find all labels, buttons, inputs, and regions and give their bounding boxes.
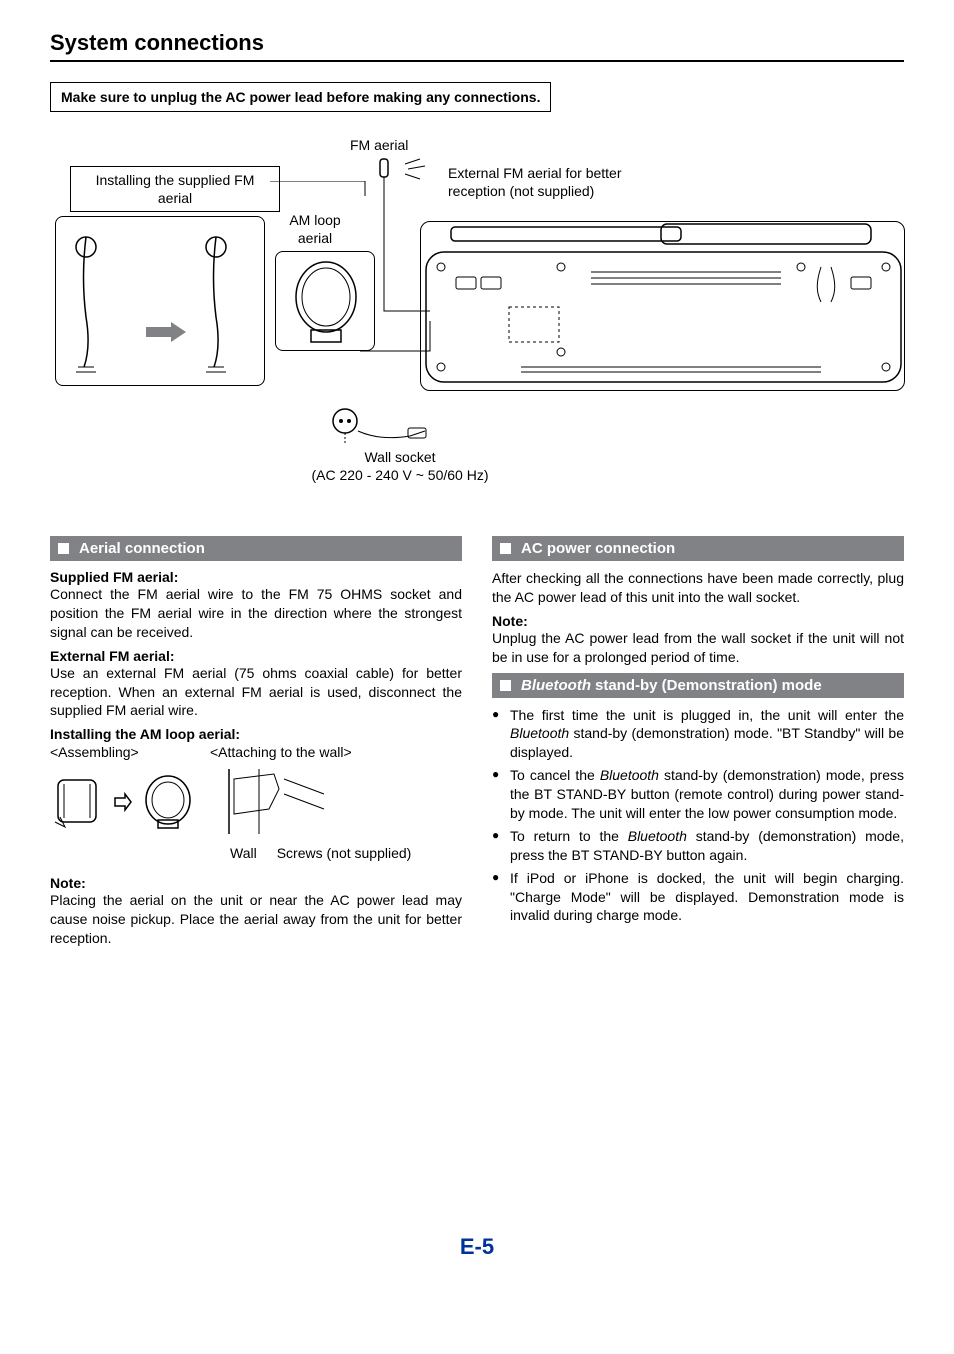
bluetooth-italic: Bluetooth — [521, 677, 591, 694]
aerial-connection-title: Aerial connection — [79, 540, 205, 557]
left-note-body: Placing the aerial on the unit or near t… — [50, 891, 462, 948]
fm-aerial-label: FM aerial — [350, 136, 408, 154]
assembling-label: <Assembling> — [50, 744, 210, 760]
ac-power-title: AC power connection — [521, 540, 675, 557]
external-fm-head: External FM aerial: — [50, 648, 462, 664]
left-column: Aerial connection Supplied FM aerial: Co… — [50, 536, 462, 954]
square-bullet-icon — [500, 543, 511, 554]
external-fm-body: Use an external FM aerial (75 ohms coaxi… — [50, 664, 462, 721]
bt-item: To cancel the Bluetooth stand-by (demons… — [492, 766, 904, 823]
fm-aerial-illustration — [55, 216, 265, 386]
square-bullet-icon — [58, 543, 69, 554]
content-columns: Aerial connection Supplied FM aerial: Co… — [50, 536, 904, 954]
wall-socket-icon — [330, 406, 450, 451]
wall-socket-label: Wall socket (AC 220 - 240 V ~ 50/60 Hz) — [300, 448, 500, 484]
external-fm-label: External FM aerial for better reception … — [448, 164, 658, 200]
wall-screws-labels: Wall Screws (not supplied) — [230, 845, 462, 861]
arrow-icon — [113, 792, 133, 812]
assembly-labels: <Assembling> <Attaching to the wall> — [50, 744, 462, 760]
bluetooth-rest: stand-by (Demonstration) mode — [595, 677, 822, 694]
right-column: AC power connection After checking all t… — [492, 536, 904, 954]
wall-label: Wall — [230, 845, 257, 861]
attaching-label: <Attaching to the wall> — [210, 744, 352, 760]
page-number: E-5 — [50, 1234, 904, 1260]
bt-item: To return to the Bluetooth stand-by (dem… — [492, 827, 904, 865]
ac-power-header: AC power connection — [492, 536, 904, 561]
ac-body: After checking all the connections have … — [492, 569, 904, 607]
connection-diagram: Installing the supplied FM aerial FM aer… — [50, 136, 904, 506]
wall-socket-text: Wall socket — [364, 449, 435, 465]
bt-item: The first time the unit is plugged in, t… — [492, 706, 904, 763]
assembly-illustrations — [50, 764, 462, 839]
am-loop-assemble-1 — [50, 772, 105, 832]
bluetooth-list: The first time the unit is plugged in, t… — [492, 706, 904, 926]
ac-note-head: Note: — [492, 613, 904, 629]
screws-label: Screws (not supplied) — [277, 845, 412, 861]
device-rear-panel — [420, 221, 905, 391]
left-note-head: Note: — [50, 875, 462, 891]
bluetooth-header: Bluetooth stand-by (Demonstration) mode — [492, 673, 904, 698]
installing-fm-label: Installing the supplied FM aerial — [70, 166, 280, 212]
am-loop-assemble-2 — [141, 772, 196, 832]
wall-socket-spec: (AC 220 - 240 V ~ 50/60 Hz) — [311, 467, 488, 483]
ac-note-body: Unplug the AC power lead from the wall s… — [492, 629, 904, 667]
bt-item: If iPod or iPhone is docked, the unit wi… — [492, 869, 904, 926]
am-loop-wall-mount — [204, 764, 344, 839]
aerial-connection-header: Aerial connection — [50, 536, 462, 561]
warning-box: Make sure to unplug the AC power lead be… — [50, 82, 551, 112]
supplied-fm-body: Connect the FM aerial wire to the FM 75 … — [50, 585, 462, 642]
page-title: System connections — [50, 30, 904, 62]
am-loop-head: Installing the AM loop aerial: — [50, 726, 462, 742]
square-bullet-icon — [500, 680, 511, 691]
supplied-fm-head: Supplied FM aerial: — [50, 569, 462, 585]
